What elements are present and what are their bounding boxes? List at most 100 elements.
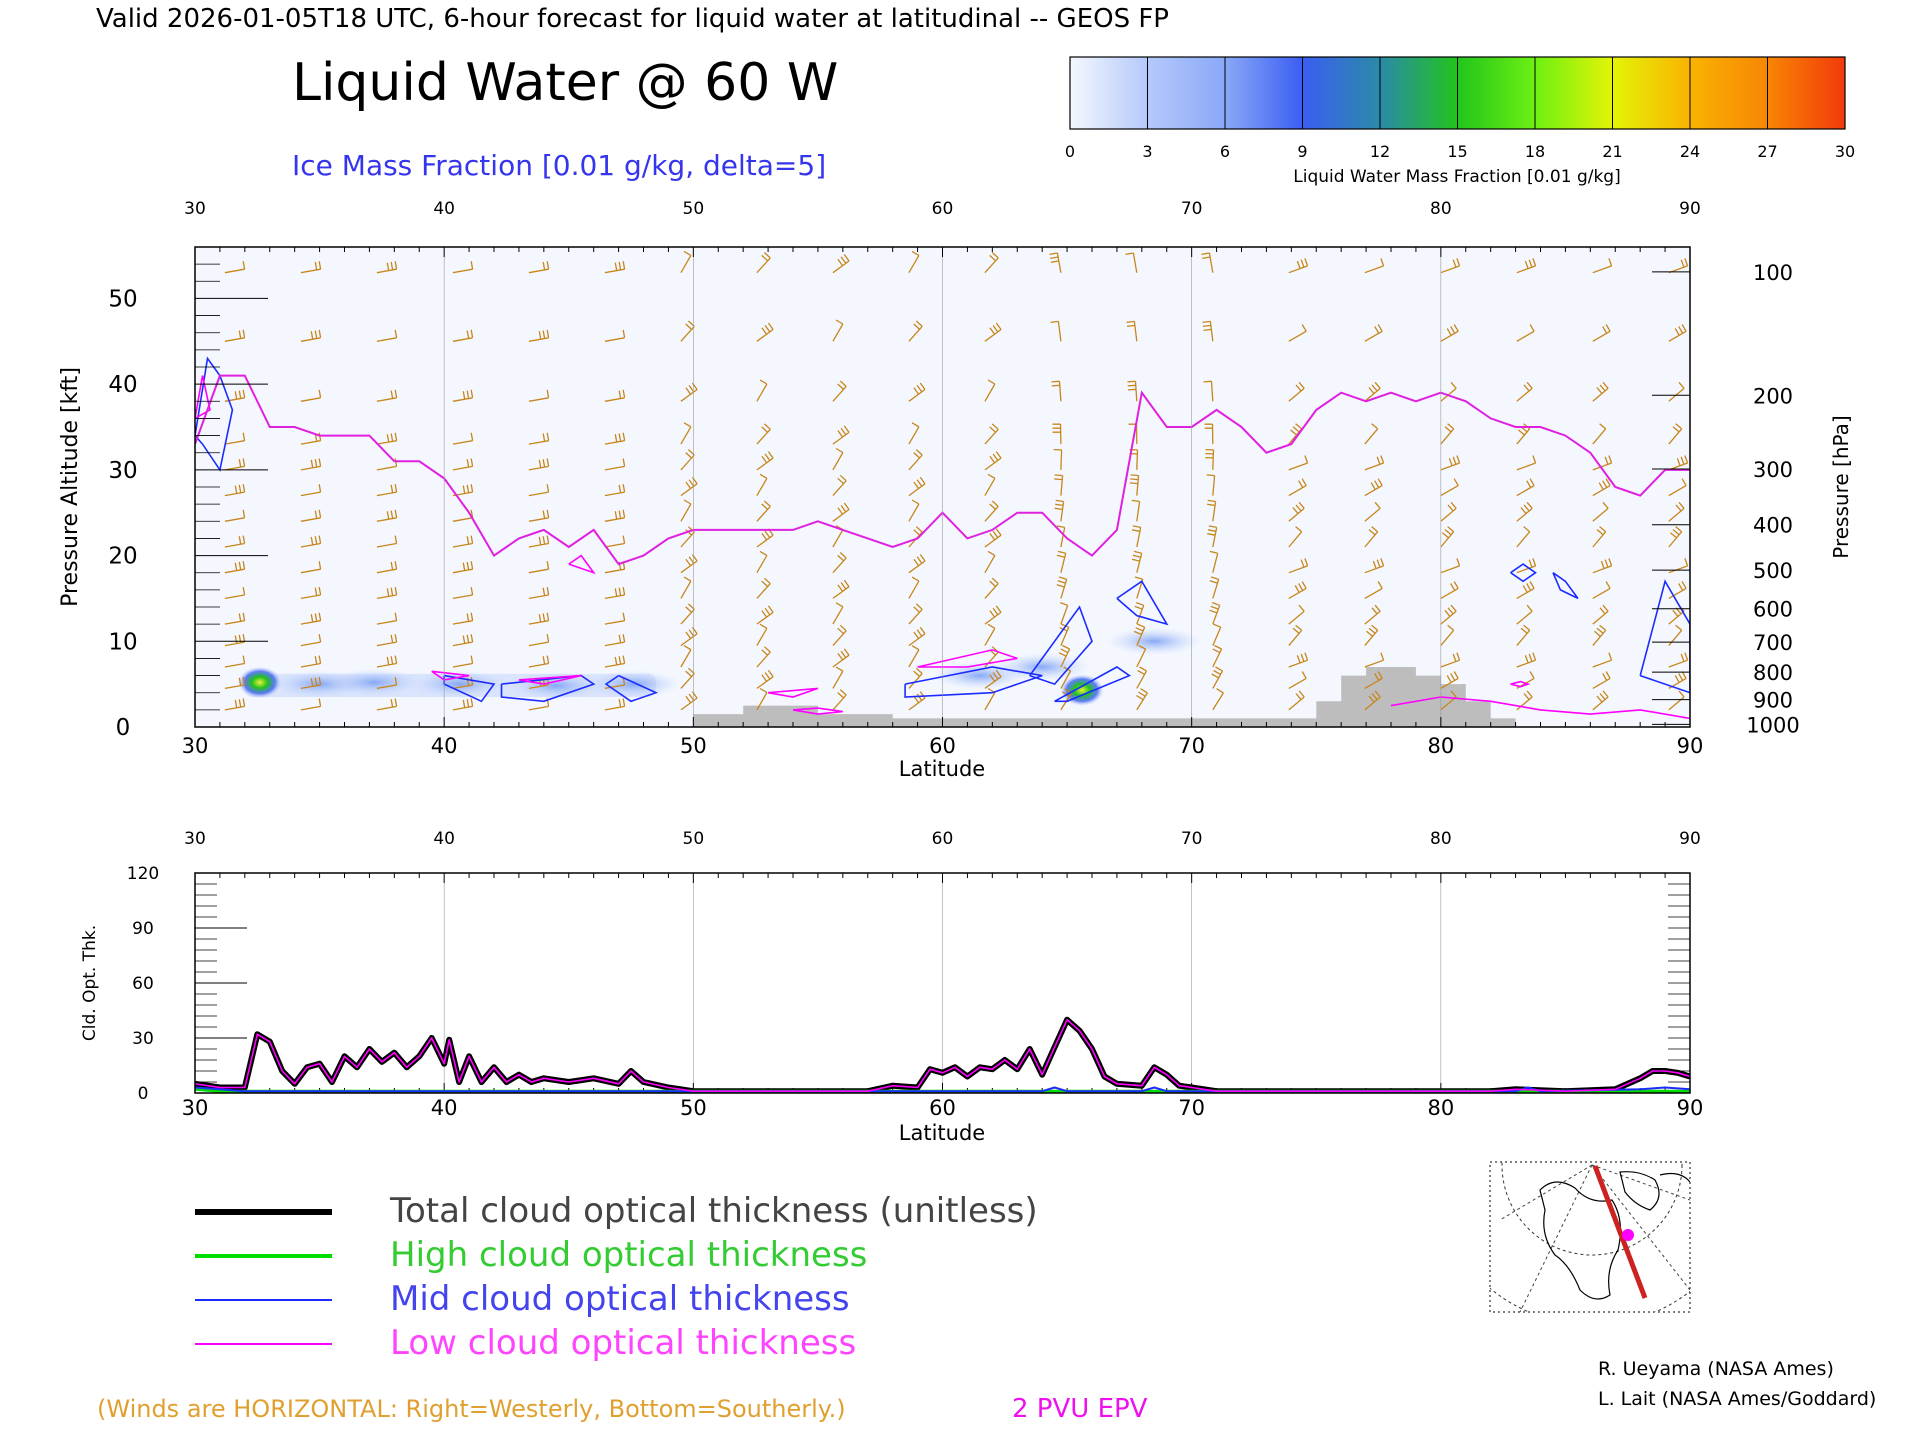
ot-x-tick-label: 60 (929, 1096, 956, 1120)
wind-barb (1209, 576, 1220, 599)
wind-barb (604, 586, 626, 600)
wind-barb (1668, 324, 1687, 342)
wind-barb (908, 476, 926, 497)
wind-barb (528, 561, 550, 574)
wind-barb (984, 379, 996, 402)
wind-barb (452, 586, 474, 600)
wind-barb (1440, 558, 1461, 574)
ot-x-top-tick-label: 40 (433, 829, 455, 849)
liquid-water-blob (1106, 627, 1203, 656)
wind-barb (224, 698, 246, 711)
wind-barb (1440, 501, 1457, 522)
wind-barb (1212, 688, 1224, 711)
wind-barb (1668, 671, 1687, 689)
wind-barb (1288, 671, 1307, 689)
wind-barb (300, 261, 322, 274)
cs-pressure-tick-label: 300 (1753, 458, 1793, 482)
wind-barb (300, 676, 322, 690)
wind-barb (832, 689, 847, 711)
low-cloud-contour (195, 375, 211, 420)
wind-barb (1592, 501, 1609, 522)
liquid-water-blob (994, 653, 1091, 681)
wind-barb (756, 687, 768, 711)
wind-barb (1054, 499, 1065, 522)
wind-barb (1127, 380, 1138, 402)
wind-barb (1126, 320, 1138, 342)
wind-barb (376, 329, 398, 342)
ice-contour (1552, 572, 1579, 600)
wind-barb (604, 432, 626, 445)
wind-barb (680, 422, 692, 445)
ice-contour (1639, 579, 1690, 694)
wind-barb (1364, 604, 1381, 625)
wind-barb (1288, 652, 1309, 668)
wind-barb (1203, 380, 1214, 402)
wind-barb (604, 329, 626, 342)
cs-y-tick-label: 20 (108, 544, 137, 570)
colorbar-tick-label: 12 (1370, 142, 1390, 161)
cs-y-tick-label: 50 (108, 286, 137, 312)
wind-barb (756, 500, 771, 522)
cs-y-tick-label: 10 (108, 629, 137, 655)
cs-pressure-tick-label: 900 (1753, 689, 1793, 713)
wind-barb (1516, 381, 1533, 402)
wind-barb (1049, 252, 1062, 273)
wind-barb (1212, 644, 1223, 668)
cross-section-track (1592, 1165, 1648, 1299)
wind-barb (1592, 624, 1607, 647)
ot-x-top-tick-label: 90 (1679, 829, 1701, 849)
wind-barb (1364, 581, 1383, 599)
cs-ylabel-right: Pressure [hPa] (1829, 415, 1853, 558)
main-title: Liquid Water @ 60 W (292, 53, 838, 113)
wind-barb (300, 698, 322, 711)
wind-barb (1134, 601, 1145, 625)
wind-barb (376, 655, 398, 668)
wind-barb (224, 389, 246, 402)
wind-barb (1288, 455, 1309, 471)
optical-thickness-axes: 30 30 40 40 50 50 60 60 70 70 80 80 90 90 0 30 60 90 120 (127, 829, 1704, 1120)
wind-barb (528, 432, 550, 445)
cs-xlabel: Latitude (899, 757, 985, 781)
liquid-water-blob (1060, 674, 1105, 707)
wind-barb (1516, 690, 1533, 711)
track-marker (1622, 1229, 1634, 1241)
wind-barb (604, 655, 626, 668)
wind-barb (528, 458, 550, 471)
optical-thickness-lines (195, 1016, 1690, 1093)
colorbar-tick-label: 18 (1525, 142, 1545, 161)
wind-barb (832, 552, 847, 574)
wind-barb (1052, 423, 1062, 445)
wind-barb (376, 432, 398, 445)
wind-barb (1054, 474, 1064, 496)
wind-barb (376, 586, 398, 600)
valid-line: Valid 2026-01-05T18 UTC, 6-hour forecast… (96, 4, 1169, 34)
wind-barb (1288, 381, 1305, 402)
colorbar-tick-label: 3 (1142, 142, 1152, 161)
wind-barb (604, 698, 626, 711)
wind-barb (1056, 525, 1066, 548)
wind-barb (452, 484, 474, 497)
colorbar-tick-label: 24 (1680, 142, 1700, 161)
cs-ylabel: Pressure Altitude [kft] (58, 367, 83, 607)
wind-barb (832, 624, 847, 647)
wind-barb (376, 484, 398, 497)
wind-barb (984, 252, 999, 274)
wind-barb (1364, 690, 1381, 711)
wind-barb (908, 382, 926, 402)
wind-barb (908, 667, 923, 689)
wind-barb (1364, 258, 1385, 274)
ot-y-tick-label: 30 (132, 1029, 154, 1049)
wind-barb (604, 458, 626, 471)
wind-barb (984, 473, 996, 496)
cross-section-panel: 3030404050506060707080809090010203040501… (108, 199, 1799, 758)
ot-x-top-tick-label: 60 (932, 829, 954, 849)
cs-x-top-tick-label: 60 (932, 199, 954, 219)
wind-barb (1440, 423, 1455, 445)
wind-barb (984, 451, 1002, 471)
optical-thickness-panel: 30 30 40 40 50 50 60 60 70 70 80 80 90 90 0 30 60 90 120 (127, 829, 1704, 1120)
wind-barb (1516, 324, 1535, 342)
wind-barb (452, 634, 474, 647)
wind-barb (300, 484, 322, 497)
wind-barb (452, 329, 474, 342)
